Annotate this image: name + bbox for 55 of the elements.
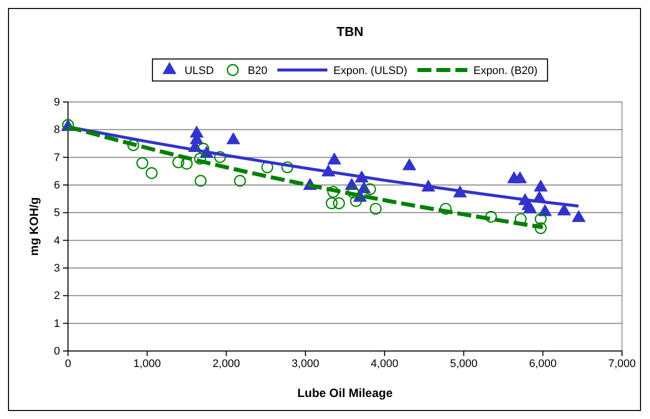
point <box>226 132 240 144</box>
point <box>281 161 294 174</box>
y-tick-label: 7 <box>54 152 60 164</box>
legend-label: Expon. (B20) <box>473 65 538 77</box>
y-tick-label: 1 <box>54 318 60 330</box>
point <box>327 152 342 164</box>
point <box>513 171 527 184</box>
y-tick-label: 0 <box>54 346 60 358</box>
point <box>347 186 360 198</box>
x-tick-label: 0 <box>64 358 72 370</box>
point <box>350 195 362 207</box>
point <box>194 152 206 165</box>
x-tick-label: 3,000 <box>292 358 320 370</box>
y-tick-label: 4 <box>54 234 60 247</box>
chart-title: TBN <box>336 24 364 39</box>
x-tick-label: 7,000 <box>608 358 636 370</box>
point <box>234 174 246 187</box>
y-tick-label: 2 <box>54 290 60 302</box>
point <box>440 202 452 215</box>
x-tick-label: 4,000 <box>370 358 398 370</box>
point <box>146 167 158 180</box>
point <box>572 210 586 222</box>
point <box>180 158 193 170</box>
point <box>402 158 416 170</box>
x-tick-label: 1,000 <box>133 358 161 370</box>
legend-label: B20 <box>248 65 268 77</box>
point <box>523 202 537 214</box>
legend-label: Expon. (ULSD) <box>333 65 408 77</box>
point <box>136 157 148 170</box>
point <box>194 174 207 187</box>
x-tick-label: 5,000 <box>450 358 478 370</box>
y-tick-label: 3 <box>54 262 60 275</box>
point <box>534 213 547 225</box>
y-tick-label: 5 <box>54 207 60 220</box>
x-tick-label: 2,000 <box>212 358 240 370</box>
x-tick-label: 6,000 <box>529 358 557 370</box>
point <box>364 183 376 196</box>
point <box>214 151 226 163</box>
point <box>370 202 382 215</box>
x-axis-title: Lube Oil Mileage <box>297 386 393 400</box>
point <box>326 197 338 210</box>
point <box>534 180 548 192</box>
point <box>172 156 184 168</box>
point <box>127 139 140 152</box>
point <box>197 142 210 155</box>
y-tick-label: 8 <box>54 124 60 136</box>
point <box>485 210 497 223</box>
y-axis-title: mg KOH/g <box>27 197 41 256</box>
point <box>333 197 345 210</box>
y-tick-label: 6 <box>54 180 60 192</box>
point <box>327 186 340 198</box>
legend-label: ULSD <box>184 65 214 77</box>
point <box>261 161 274 174</box>
y-tick-label: 9 <box>54 96 60 109</box>
point <box>534 222 547 234</box>
